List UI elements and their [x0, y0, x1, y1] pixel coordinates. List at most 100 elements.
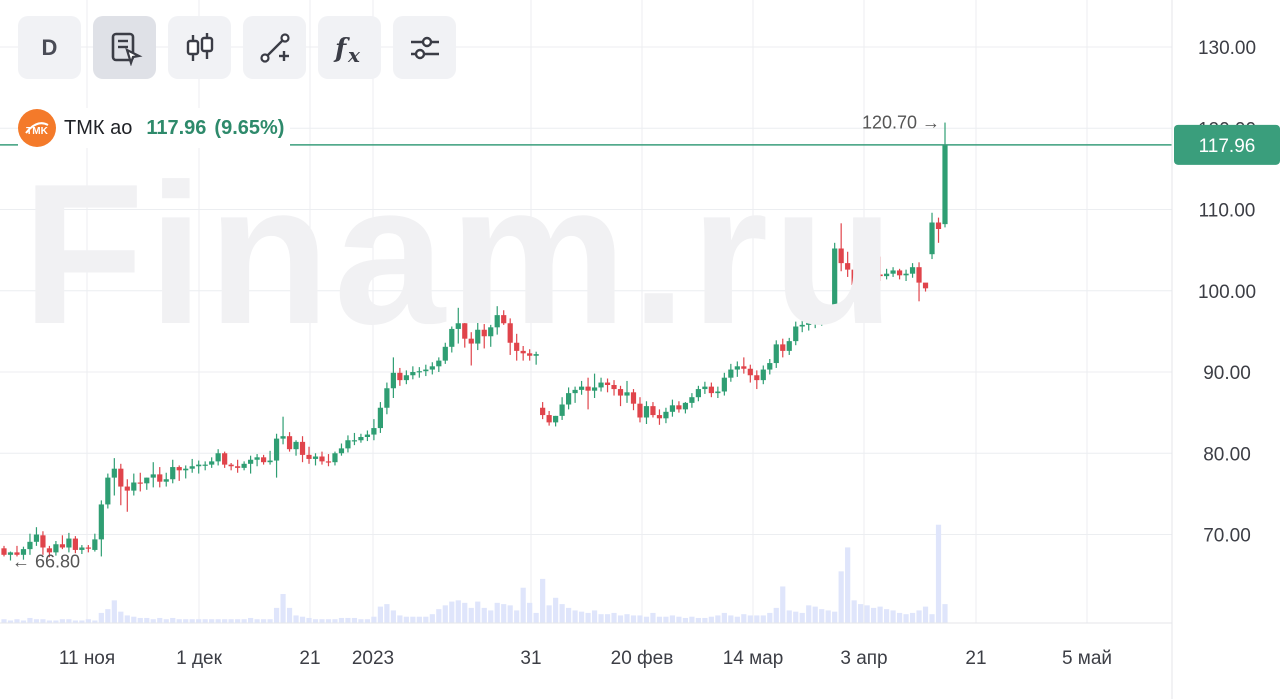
candle-body	[624, 392, 630, 396]
instrument-name: ТМК ао	[64, 116, 133, 139]
interval-label: D	[41, 34, 58, 60]
min-price-label: ← 66.80	[12, 552, 80, 572]
volume-bar	[397, 615, 403, 623]
candle-body	[566, 393, 572, 405]
candle-body	[656, 415, 663, 419]
volume-bar	[533, 612, 539, 623]
volume-bar	[825, 610, 831, 623]
candle-body	[280, 436, 286, 439]
drawing-tool-button[interactable]	[243, 16, 306, 79]
candle-body	[66, 538, 72, 548]
volume-bar	[676, 616, 682, 623]
candle-body	[468, 338, 474, 344]
candle-body	[527, 353, 533, 356]
volume-bar	[33, 619, 40, 623]
volume-bar	[903, 614, 909, 623]
volume-bar	[832, 611, 838, 623]
candle-body	[702, 386, 708, 390]
candle-body	[650, 406, 656, 416]
candle-body	[682, 402, 689, 410]
candle-body	[845, 263, 851, 270]
current-price-tag[interactable]	[1174, 124, 1280, 165]
cursor-mode-icon	[111, 32, 143, 66]
candle-body	[851, 269, 857, 286]
volume-bar	[481, 607, 487, 623]
volume-bar	[209, 619, 215, 623]
candle-body	[189, 466, 195, 469]
candle-body	[85, 547, 91, 549]
candle-body	[475, 329, 481, 344]
volume-bar	[72, 620, 78, 623]
candle-body	[215, 453, 221, 462]
volume-bar	[105, 609, 111, 623]
indicators-button[interactable]: f x	[318, 16, 381, 79]
volume-bar	[351, 617, 358, 623]
candle-body	[92, 539, 98, 550]
volume-bar	[306, 617, 312, 623]
volume-bar	[248, 617, 254, 623]
volume-bar	[630, 615, 637, 623]
volume-bar	[7, 620, 14, 623]
x-tick-label: 21	[965, 648, 986, 669]
svg-text:f: f	[333, 34, 350, 64]
settings-button[interactable]	[393, 16, 456, 79]
volume-bar	[202, 619, 208, 623]
y-tick-label: 90.00	[1203, 363, 1251, 384]
candle-body	[235, 466, 241, 468]
candle-body	[157, 474, 163, 482]
candle-body	[767, 363, 773, 370]
candles	[1, 122, 948, 561]
max-price-label: 120.70 →	[862, 113, 940, 133]
x-tick-label: 20 фев	[611, 648, 674, 669]
instrument-legend: TMK ТМК ао 117.96 (9.65%)	[18, 108, 291, 148]
candle-body	[27, 541, 33, 550]
volume-bar	[260, 619, 267, 623]
volume-bar	[721, 612, 727, 623]
interval-button[interactable]: D	[18, 16, 81, 79]
volume-bar	[799, 612, 805, 623]
volume-bar	[585, 612, 591, 623]
candle-body	[494, 315, 500, 328]
volume-bar	[40, 619, 46, 623]
candle-body	[338, 448, 345, 454]
candle-body	[734, 366, 740, 370]
candle-body	[306, 454, 312, 459]
candle-body	[436, 360, 442, 367]
volume-bar	[118, 611, 124, 623]
candle-body	[1, 548, 7, 555]
candle-body	[559, 404, 565, 416]
candle-body	[598, 382, 604, 388]
candle-body	[254, 457, 260, 460]
candle-body	[293, 441, 299, 450]
candle-body	[14, 552, 20, 555]
volume-bar	[1, 619, 7, 623]
volume-bar	[747, 615, 753, 623]
volume-bar	[682, 617, 689, 623]
candle-body	[429, 366, 435, 370]
volume-bar	[741, 614, 747, 623]
volume-bar	[286, 607, 293, 623]
candle-body	[760, 369, 766, 381]
volume-bar	[514, 610, 520, 623]
instrument-change: (9.65%)	[214, 116, 285, 139]
volume-bar	[14, 619, 20, 623]
chart-type-button[interactable]	[168, 16, 231, 79]
candle-body	[812, 320, 818, 323]
volume-bar	[566, 607, 572, 623]
volume-bar	[27, 617, 33, 623]
candle-body	[715, 391, 721, 394]
annotations: 120.70 → ← 66.80 117.96	[12, 113, 1280, 572]
y-tick-label: 70.00	[1203, 526, 1251, 547]
x-tick-label: 11 ноя	[59, 648, 115, 669]
instrument-price: 117.96	[146, 116, 207, 139]
drawing-tool-icon	[259, 32, 290, 63]
candle-body	[170, 467, 176, 480]
volume-bar	[267, 619, 273, 623]
candle-body	[442, 346, 448, 361]
candle-body	[747, 368, 753, 376]
volume-bar	[79, 620, 85, 623]
candle-body	[59, 544, 66, 548]
cursor-mode-button[interactable]	[93, 16, 156, 79]
volume-bar	[734, 616, 740, 623]
